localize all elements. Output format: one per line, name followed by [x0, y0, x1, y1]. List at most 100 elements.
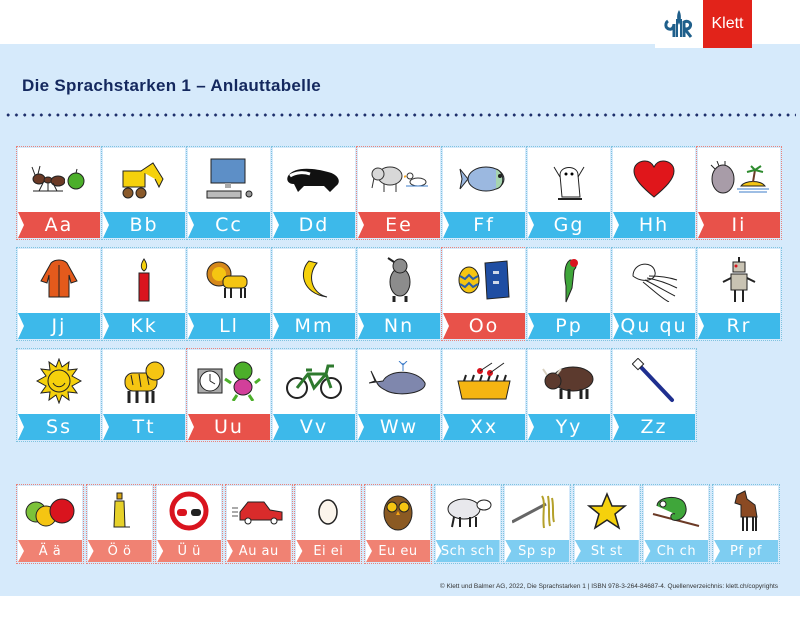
letter-tile-oo[interactable]: Oo	[441, 247, 527, 341]
letter-tile-gg[interactable]: Gg	[526, 146, 612, 240]
letter-label: Ii	[698, 212, 780, 238]
ghost-icon	[552, 157, 586, 201]
yak-icon	[541, 361, 597, 401]
letter-tile-xx[interactable]: Xx	[441, 348, 527, 442]
letter-label: Ee	[358, 212, 440, 238]
letter-tile-hh[interactable]: Hh	[611, 146, 697, 240]
tile-picture	[103, 350, 185, 412]
bicycle-icon	[284, 362, 344, 400]
apples-icon	[24, 494, 76, 528]
jacket-icon	[37, 257, 81, 303]
ant-icon	[31, 165, 65, 193]
letter-tile-vv[interactable]: Vv	[271, 348, 357, 442]
no-overtaking-sign-icon	[169, 491, 209, 531]
letter-label: Mm	[273, 313, 355, 339]
owl-icon	[380, 491, 416, 531]
klett-lily-icon	[655, 0, 703, 48]
letter-label: Ff	[443, 212, 525, 238]
letter-tile-ii[interactable]: Ii	[696, 146, 782, 240]
tile-picture	[103, 148, 185, 210]
letter-tile-jj[interactable]: Jj	[16, 247, 102, 341]
sound-tile-sch[interactable]: Sch sch	[433, 484, 502, 564]
tile-picture	[227, 486, 291, 536]
letter-tile-kk[interactable]: Kk	[101, 247, 187, 341]
sound-tile-ei[interactable]: Ei ei	[294, 484, 363, 564]
letter-tile-rr[interactable]: Rr	[696, 247, 782, 341]
tile-picture	[443, 148, 525, 210]
sound-tile-st[interactable]: St st	[572, 484, 641, 564]
letter-label: Nn	[358, 313, 440, 339]
letter-tile-pp[interactable]: Pp	[526, 247, 612, 341]
letter-tile-zz[interactable]: Zz	[611, 348, 697, 442]
dotted-divider	[4, 113, 796, 117]
letter-tile-nn[interactable]: Nn	[356, 247, 442, 341]
sound-label: Ei ei	[296, 540, 361, 562]
copyright-footer: © Klett und Balmer AG, 2022, Die Sprachs…	[439, 583, 778, 590]
tile-picture	[188, 148, 270, 210]
letter-tile-dd[interactable]: Dd	[271, 146, 357, 240]
letter-tile-ff[interactable]: Ff	[441, 146, 527, 240]
sound-tile-ch[interactable]: Ch ch	[642, 484, 711, 564]
letter-tile-uu[interactable]: Uu	[186, 348, 272, 442]
car-icon	[231, 496, 286, 526]
whale-icon	[369, 361, 429, 401]
sound-label: Eu eu	[366, 540, 430, 562]
letter-tile-bb[interactable]: Bb	[101, 146, 187, 240]
sound-tile-ü[interactable]: Ü ü	[155, 484, 224, 564]
tile-picture	[613, 148, 695, 210]
rhinoceros-icon	[382, 256, 416, 304]
letter-label: Uu	[188, 414, 270, 440]
elephant-icon	[370, 164, 404, 194]
excavator-icon	[119, 157, 169, 201]
letter-tile-tt[interactable]: Tt	[101, 348, 187, 442]
tile-picture	[613, 350, 695, 412]
tile-picture	[103, 249, 185, 311]
letter-tile-ww[interactable]: Ww	[356, 348, 442, 442]
tile-picture	[613, 249, 695, 311]
sound-tile-ä[interactable]: Ä ä	[16, 484, 84, 564]
letter-tile-qu[interactable]: Qu qu	[611, 247, 697, 341]
letter-label: Ss	[18, 414, 100, 440]
letter-tile-cc[interactable]: Cc	[186, 146, 272, 240]
hedgehog-icon	[709, 161, 737, 197]
letter-label: Oo	[443, 313, 525, 339]
letter-tile-yy[interactable]: Yy	[526, 348, 612, 442]
tile-picture	[358, 249, 440, 311]
letter-label: Kk	[103, 313, 185, 339]
tile-picture	[528, 249, 610, 311]
tile-picture	[18, 350, 100, 412]
sound-tile-eu[interactable]: Eu eu	[364, 484, 432, 564]
tile-picture	[273, 350, 355, 412]
tile-picture	[443, 249, 525, 311]
letter-tile-ss[interactable]: Ss	[16, 348, 102, 442]
letter-label: Gg	[528, 212, 610, 238]
robot-icon	[721, 256, 757, 304]
sound-label: Ä ä	[18, 540, 82, 562]
letter-label: Cc	[188, 212, 270, 238]
moon-icon	[297, 259, 331, 301]
page-title: Die Sprachstarken 1 – Anlauttabelle	[22, 76, 321, 95]
tile-picture	[575, 486, 639, 536]
sound-tile-au[interactable]: Au au	[224, 484, 293, 564]
tile-picture	[528, 148, 610, 210]
sound-label: Pf pf	[714, 540, 778, 562]
sound-tile-pf[interactable]: Pf pf	[712, 484, 780, 564]
letter-tile-ll[interactable]: Ll	[186, 247, 272, 341]
tile-picture	[698, 148, 780, 210]
sound-tile-sp[interactable]: Sp sp	[503, 484, 572, 564]
sound-tile-ö[interactable]: Ö ö	[85, 484, 154, 564]
tile-picture	[18, 249, 100, 311]
letter-tile-ee[interactable]: Ee	[356, 146, 442, 240]
letter-label: Dd	[273, 212, 355, 238]
candle-icon	[134, 257, 154, 303]
horse-icon	[731, 489, 761, 533]
heart-icon	[632, 159, 676, 199]
tile-picture	[714, 486, 778, 536]
letter-tile-aa[interactable]: Aa	[16, 146, 102, 240]
star-icon	[586, 492, 627, 530]
sound-label: Ch ch	[644, 540, 709, 562]
letter-label: Xx	[443, 414, 525, 440]
duck-icon	[404, 170, 428, 188]
letter-tile-mm[interactable]: Mm	[271, 247, 357, 341]
spaghetti-icon	[512, 492, 562, 530]
